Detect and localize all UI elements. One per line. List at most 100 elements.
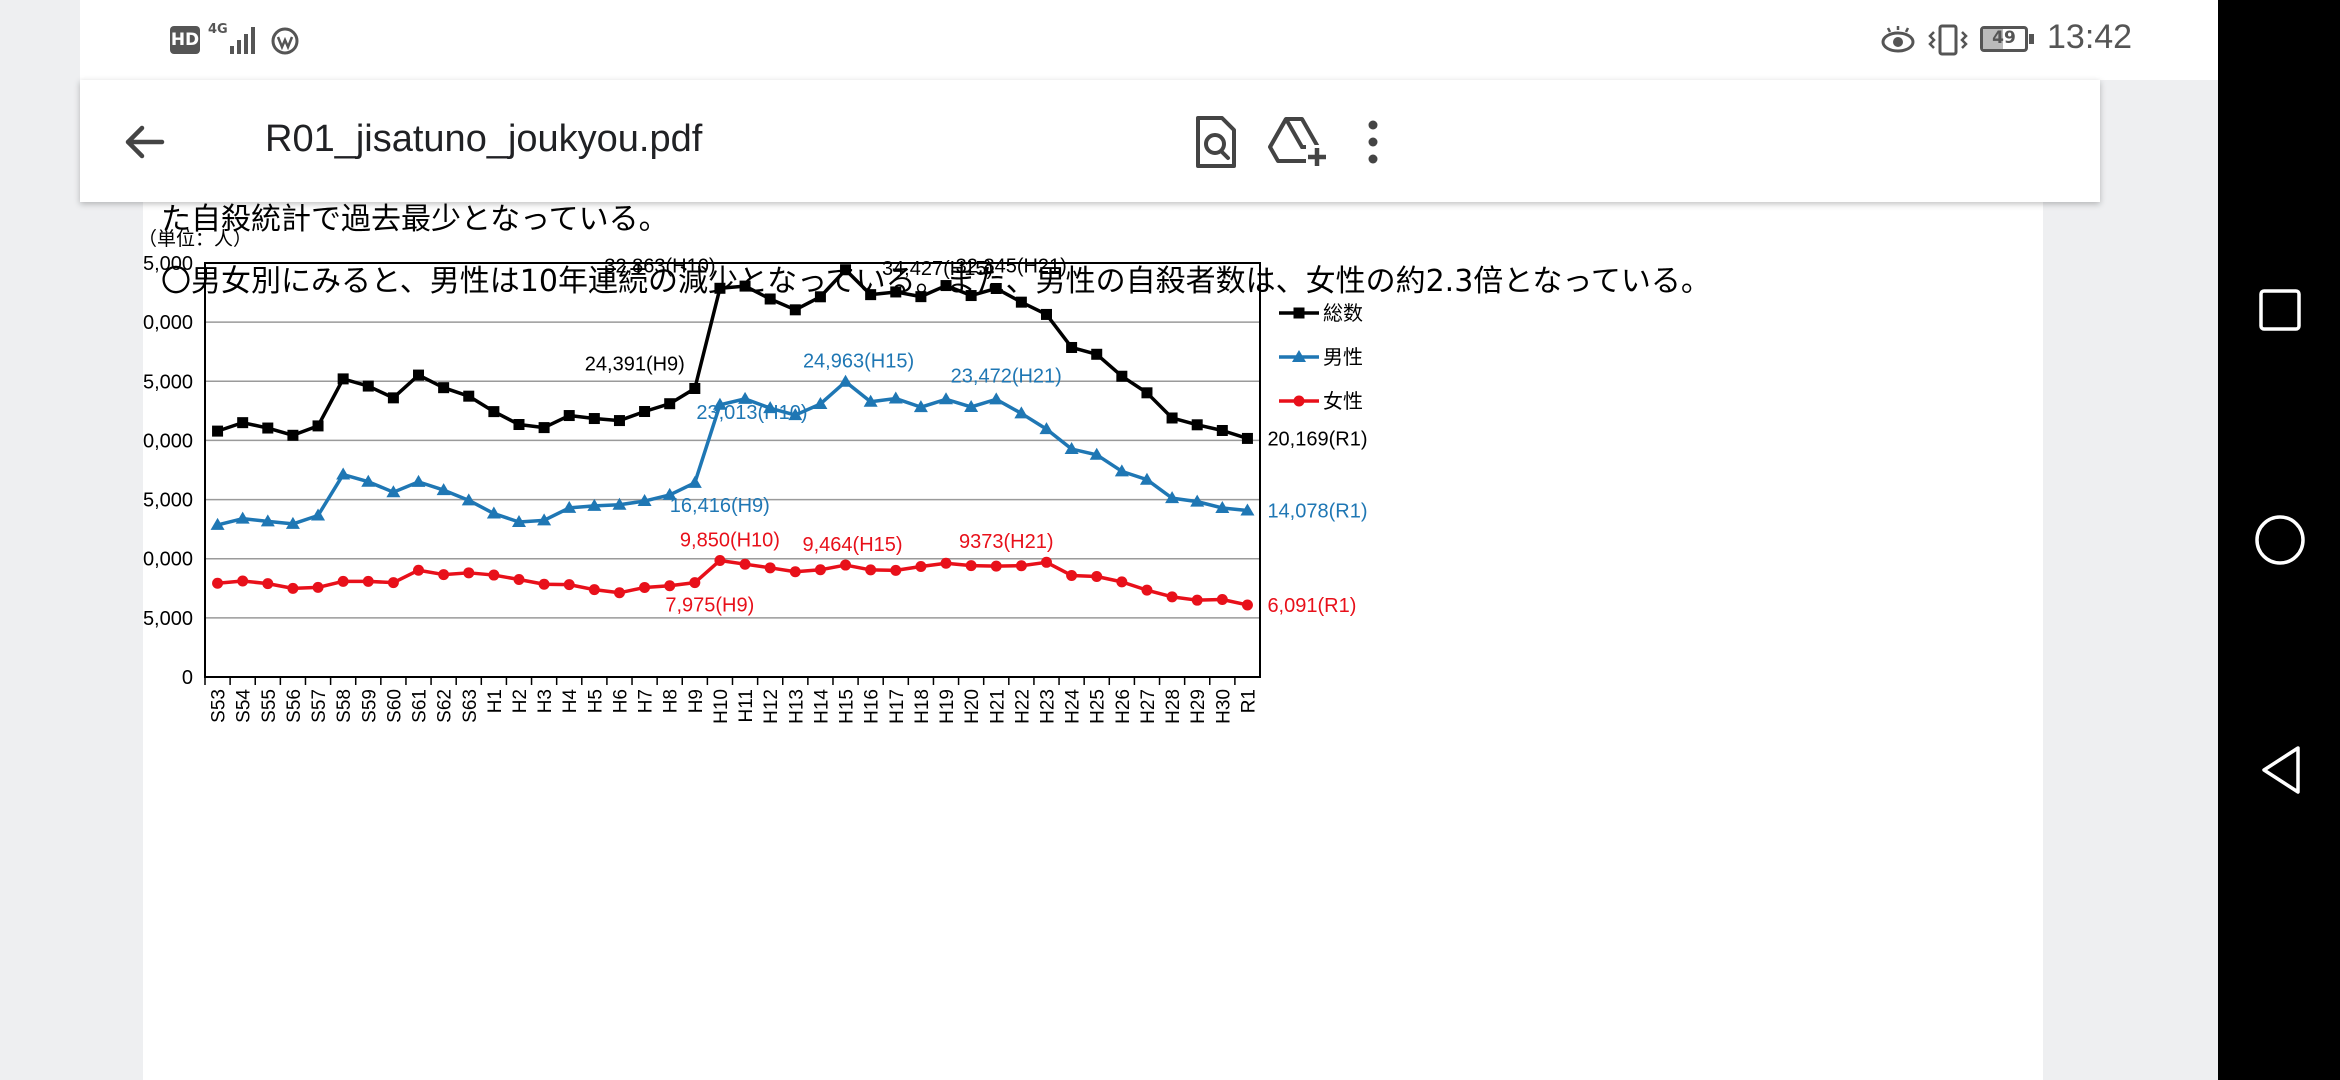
x-tick-label: H22 xyxy=(1012,689,1033,724)
x-tick-label: S62 xyxy=(435,689,456,723)
phone-screen: HD 4G 49 13:42 xyxy=(0,0,2218,1080)
data-point xyxy=(915,560,927,572)
data-point xyxy=(814,291,826,303)
data-point xyxy=(664,580,676,592)
x-tick-label: H3 xyxy=(535,689,556,713)
data-point xyxy=(639,406,651,418)
data-point xyxy=(538,422,550,434)
data-point xyxy=(1015,560,1027,572)
x-tick-label: H15 xyxy=(837,689,858,724)
back-nav-button[interactable] xyxy=(2240,730,2320,810)
data-point xyxy=(990,560,1002,572)
data-point xyxy=(1166,412,1178,424)
more-options-button[interactable] xyxy=(1333,102,1413,182)
data-point xyxy=(463,390,475,402)
data-point xyxy=(237,575,249,587)
x-tick-label: H10 xyxy=(711,689,732,724)
data-point xyxy=(813,396,828,409)
data-label: 32,845(H21) xyxy=(956,255,1067,277)
data-point xyxy=(538,578,550,590)
data-point xyxy=(387,577,399,589)
x-tick-label: S54 xyxy=(234,689,255,723)
x-tick-label: S53 xyxy=(209,689,230,723)
x-tick-label: H27 xyxy=(1138,689,1159,724)
data-point xyxy=(1215,500,1230,513)
back-arrow-icon xyxy=(125,125,165,159)
data-point xyxy=(1165,491,1180,504)
data-point xyxy=(1066,569,1078,581)
y-tick-label: 15,000 xyxy=(143,490,193,512)
x-tick-label: H7 xyxy=(636,689,657,713)
find-in-document-button[interactable] xyxy=(1175,102,1255,182)
y-tick-label: 25,000 xyxy=(143,371,193,393)
app-bar: R01_jisatuno_joukyou.pdf xyxy=(80,80,2100,202)
data-point xyxy=(863,394,878,407)
data-point xyxy=(511,515,526,528)
battery-icon: 49 xyxy=(1980,26,2036,56)
data-point xyxy=(1091,571,1103,583)
suicide-statistics-chart: （単位：人） 0 5,000 10,000 15,000 20,000 25,000 30,0… xyxy=(143,228,1368,724)
status-bar: HD 4G 49 13:42 xyxy=(80,0,2218,80)
data-point xyxy=(764,293,776,305)
x-tick-label: S61 xyxy=(410,689,431,723)
data-label: 6,091(R1) xyxy=(1267,595,1356,617)
data-point xyxy=(1114,464,1129,477)
pdf-page[interactable]: た自殺統計で過去最少となっている。 〇男女別にみると、男性は10年連続の減少とな… xyxy=(143,190,2043,1080)
data-label: 23,472(H21) xyxy=(951,365,1062,387)
eye-comfort-icon xyxy=(1880,24,1916,60)
data-point xyxy=(488,569,500,581)
data-point xyxy=(337,373,349,385)
data-point xyxy=(613,415,625,427)
x-tick-label: R1 xyxy=(1238,689,1259,713)
data-point xyxy=(1141,387,1153,399)
data-point xyxy=(739,280,751,292)
data-point xyxy=(587,498,602,511)
data-label: 20,169(R1) xyxy=(1267,428,1367,450)
data-point xyxy=(362,380,374,392)
square-icon xyxy=(2259,289,2301,331)
data-point xyxy=(362,575,374,587)
data-point xyxy=(1241,599,1253,611)
x-tick-label: H9 xyxy=(686,689,707,713)
data-label: 9,464(H15) xyxy=(803,534,903,556)
x-tick-label: H14 xyxy=(811,689,832,724)
data-point xyxy=(260,514,275,527)
x-tick-label: H5 xyxy=(585,689,606,713)
data-point xyxy=(486,506,501,519)
x-tick-label: H16 xyxy=(862,689,883,724)
x-tick-label: H29 xyxy=(1188,689,1209,724)
navigation-bar xyxy=(2218,0,2340,1080)
x-tick-label: S58 xyxy=(334,689,355,723)
data-point xyxy=(789,566,801,578)
x-tick-label: H28 xyxy=(1163,689,1184,724)
data-point xyxy=(513,573,525,585)
data-point xyxy=(1141,584,1153,596)
data-label: 24,963(H15) xyxy=(803,351,914,373)
data-point xyxy=(637,494,652,507)
unit-label: （単位：人） xyxy=(143,228,252,250)
signal-icon: 4G xyxy=(208,22,258,58)
save-to-drive-button[interactable] xyxy=(1258,102,1338,182)
x-tick-label: H12 xyxy=(761,689,782,724)
data-point xyxy=(212,425,224,437)
recent-apps-button[interactable] xyxy=(2240,270,2320,350)
data-point xyxy=(940,280,952,292)
data-point xyxy=(361,474,376,487)
data-point xyxy=(537,513,552,526)
data-point xyxy=(840,559,852,571)
document-text-line: た自殺統計で過去最少となっている。 xyxy=(161,202,669,237)
y-tick-label: 35,000 xyxy=(143,253,193,275)
x-tick-label: H13 xyxy=(786,689,807,724)
data-point xyxy=(1216,424,1228,436)
home-button[interactable] xyxy=(2240,500,2320,580)
data-point xyxy=(689,382,701,394)
x-tick-label: S55 xyxy=(259,689,280,723)
data-point xyxy=(210,517,225,530)
back-button[interactable] xyxy=(104,102,184,182)
data-point xyxy=(1216,594,1228,606)
data-point xyxy=(312,420,324,432)
data-point xyxy=(513,419,525,431)
x-tick-label: H20 xyxy=(962,689,983,724)
drive-add-icon xyxy=(1268,117,1328,167)
data-point xyxy=(287,582,299,594)
